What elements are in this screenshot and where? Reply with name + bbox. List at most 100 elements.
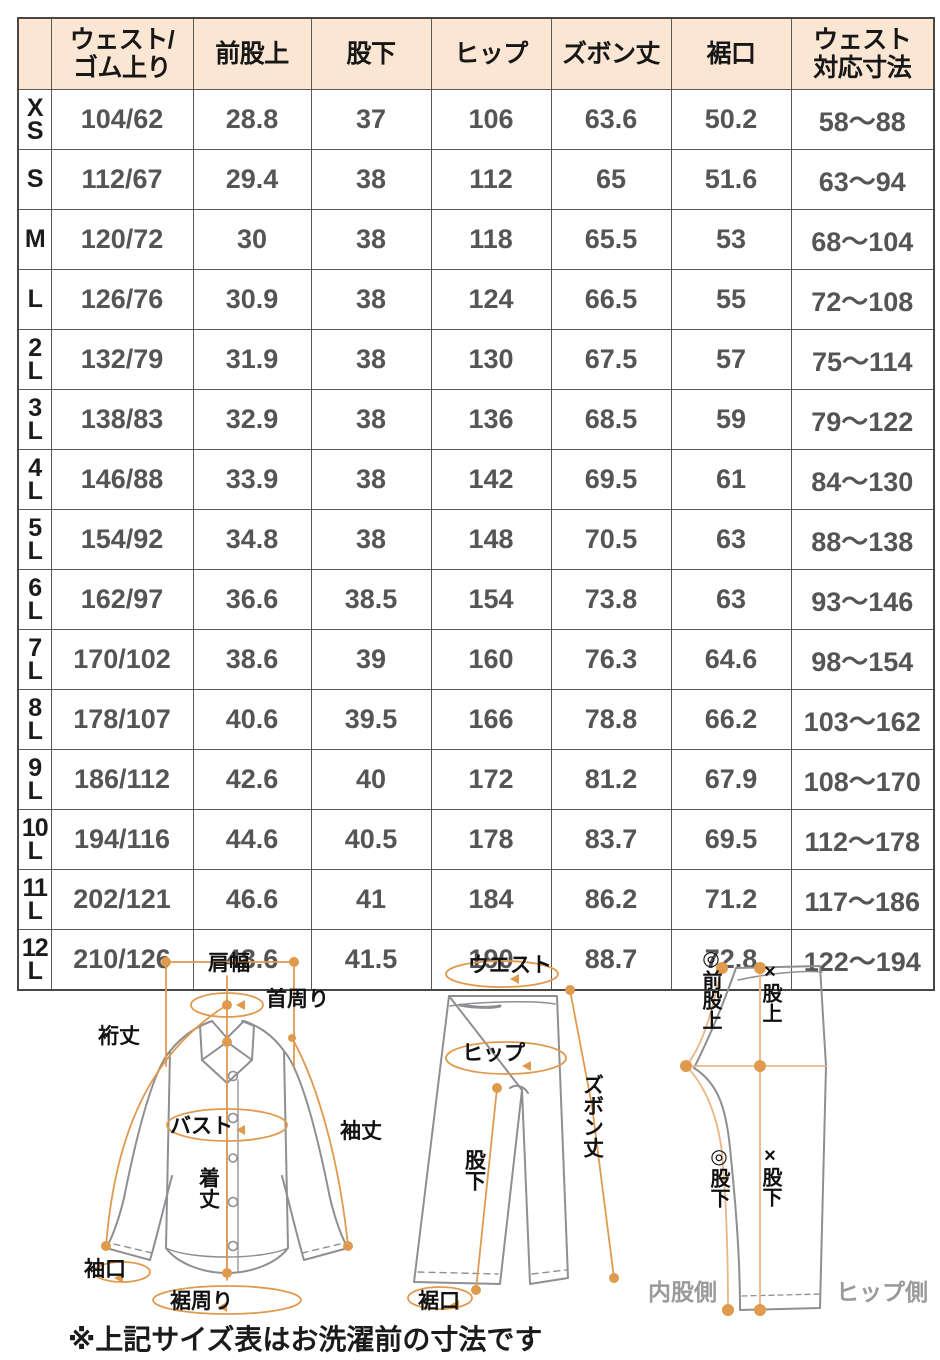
size-table: ウェスト/ ゴム上り 前股上 股下 ヒップ ズボン丈 裾口 ウェスト 対応寸法 … <box>17 17 935 991</box>
cell-pants-length: 63.6 <box>550 89 672 150</box>
table-row: 2 L 132/79 31.9 38 130 67.5 57 75〜114 <box>17 329 935 390</box>
cell-hem: 69.5 <box>670 809 792 870</box>
column-header-front-rise: 前股上 <box>192 17 312 90</box>
cell-waist: 202/121 <box>50 869 194 930</box>
size-table-head: ウェスト/ ゴム上り 前股上 股下 ヒップ ズボン丈 裾口 ウェスト 対応寸法 <box>17 17 935 90</box>
size-char: L <box>27 476 43 505</box>
table-row: 6 L 162/97 36.6 38.5 154 73.8 63 93〜146 <box>17 569 935 630</box>
cell-pants-length: 88.7 <box>550 929 672 991</box>
cell-front-rise: 32.9 <box>192 389 312 450</box>
cell-hip: 178 <box>430 809 552 870</box>
cell-inseam: 41.5 <box>310 929 432 991</box>
cell-size: 11 L <box>17 869 52 930</box>
cell-waist-fit: 68〜104 <box>790 209 935 270</box>
cell-waist: 126/76 <box>50 269 194 330</box>
cell-inseam: 39 <box>310 629 432 690</box>
cell-waist: 138/83 <box>50 389 194 450</box>
cell-pants-length: 70.5 <box>550 509 672 570</box>
pattern-anchor-dots <box>680 962 766 1316</box>
cell-front-rise: 46.6 <box>192 869 312 930</box>
cell-hip: 160 <box>430 629 552 690</box>
size-char: L <box>27 956 43 985</box>
cell-waist: 154/92 <box>50 509 194 570</box>
cell-waist-fit: 58〜88 <box>790 89 935 150</box>
column-header-waist-fit-line2: 対応寸法 <box>813 54 912 82</box>
cell-waist: 170/102 <box>50 629 194 690</box>
cell-hem: 50.2 <box>670 89 792 150</box>
size-char: M <box>24 225 46 253</box>
cell-waist-fit: 72〜108 <box>790 269 935 330</box>
cell-front-rise: 44.6 <box>192 809 312 870</box>
size-char: 9 <box>28 753 42 782</box>
cell-pants-length: 65.5 <box>550 209 672 270</box>
cell-waist-fit: 88〜138 <box>790 509 935 570</box>
cell-inseam: 38 <box>310 209 432 270</box>
cell-pants-length: 86.2 <box>550 869 672 930</box>
pants-diagram: ウエスト ヒップ ズボン丈 股下 裾口 <box>392 948 654 1313</box>
cell-size: L <box>17 269 52 330</box>
cell-pants-length: 73.8 <box>550 569 672 630</box>
cell-waist-fit: 98〜154 <box>790 629 935 690</box>
cell-waist: 162/97 <box>50 569 194 630</box>
size-char: X <box>26 93 44 122</box>
shirt-label-yoke-length: 裄丈 <box>98 1025 140 1048</box>
cell-waist-fit: 108〜170 <box>790 749 935 810</box>
table-row: 8 L 178/107 40.6 39.5 166 78.8 66.2 103〜162 <box>17 689 935 750</box>
cell-hip: 184 <box>430 869 552 930</box>
cell-front-rise: 34.8 <box>192 509 312 570</box>
cell-waist-fit: 117〜186 <box>790 869 935 930</box>
cell-front-rise: 42.6 <box>192 749 312 810</box>
table-row: S 112/67 29.4 38 112 65 51.6 63〜94 <box>17 149 935 210</box>
size-char: 12 <box>21 933 49 962</box>
cell-inseam: 38 <box>310 389 432 450</box>
size-char: 7 <box>28 633 42 662</box>
header-row: ウェスト/ ゴム上り 前股上 股下 ヒップ ズボン丈 裾口 ウェスト 対応寸法 <box>17 17 935 90</box>
size-char: 2 <box>28 333 42 362</box>
column-header-waist-fit-line1: ウェスト <box>813 26 912 54</box>
cell-waist-fit: 112〜178 <box>790 809 935 870</box>
cell-waist: 178/107 <box>50 689 194 750</box>
table-row: 11 L 202/121 46.6 41 184 86.2 71.2 117〜186 <box>17 869 935 930</box>
column-header-hip: ヒップ <box>430 17 552 90</box>
shirt-label-shoulder-width: 肩幅 <box>208 952 250 975</box>
cell-hem: 64.6 <box>670 629 792 690</box>
cell-size: M <box>17 209 52 270</box>
pants-label-hem: 裾口 <box>417 1289 460 1313</box>
size-char: L <box>27 356 43 385</box>
cell-hip: 136 <box>430 389 552 450</box>
cell-waist: 210/126 <box>50 929 194 991</box>
cell-waist-fit: 63〜94 <box>790 149 935 210</box>
cell-hip: 172 <box>430 749 552 810</box>
size-char: 3 <box>28 393 42 422</box>
cell-inseam: 41 <box>310 869 432 930</box>
shirt-label-bust: バスト <box>170 1115 233 1138</box>
cell-hip: 154 <box>430 569 552 630</box>
cell-waist-fit: 79〜122 <box>790 389 935 450</box>
cell-hip: 142 <box>430 449 552 510</box>
cell-hem: 51.6 <box>670 149 792 210</box>
column-header-waist-line1: ウェスト/ <box>69 26 175 54</box>
cell-waist: 104/62 <box>50 89 194 150</box>
size-char: L <box>27 596 43 625</box>
cell-inseam: 38 <box>310 449 432 510</box>
cell-waist: 112/67 <box>50 149 194 210</box>
cell-hem: 63 <box>670 569 792 630</box>
shirt-label-neck: 首周り <box>266 987 329 1011</box>
size-char: L <box>27 656 43 685</box>
size-table-container: ウェスト/ ゴム上り 前股上 股下 ヒップ ズボン丈 裾口 ウェスト 対応寸法 … <box>17 17 935 991</box>
footnote-text: ※上記サイズ表はお洗濯前の寸法です <box>68 1324 543 1355</box>
size-char: L <box>27 896 43 925</box>
shirt-buttons <box>227 1070 239 1252</box>
cell-front-rise: 28.8 <box>192 89 312 150</box>
size-char: L <box>27 536 43 565</box>
cell-inseam: 38.5 <box>310 569 432 630</box>
cell-waist-fit: 75〜114 <box>790 329 935 390</box>
cell-hem: 57 <box>670 329 792 390</box>
cell-hem: 61 <box>670 449 792 510</box>
cell-hip: 106 <box>430 89 552 150</box>
